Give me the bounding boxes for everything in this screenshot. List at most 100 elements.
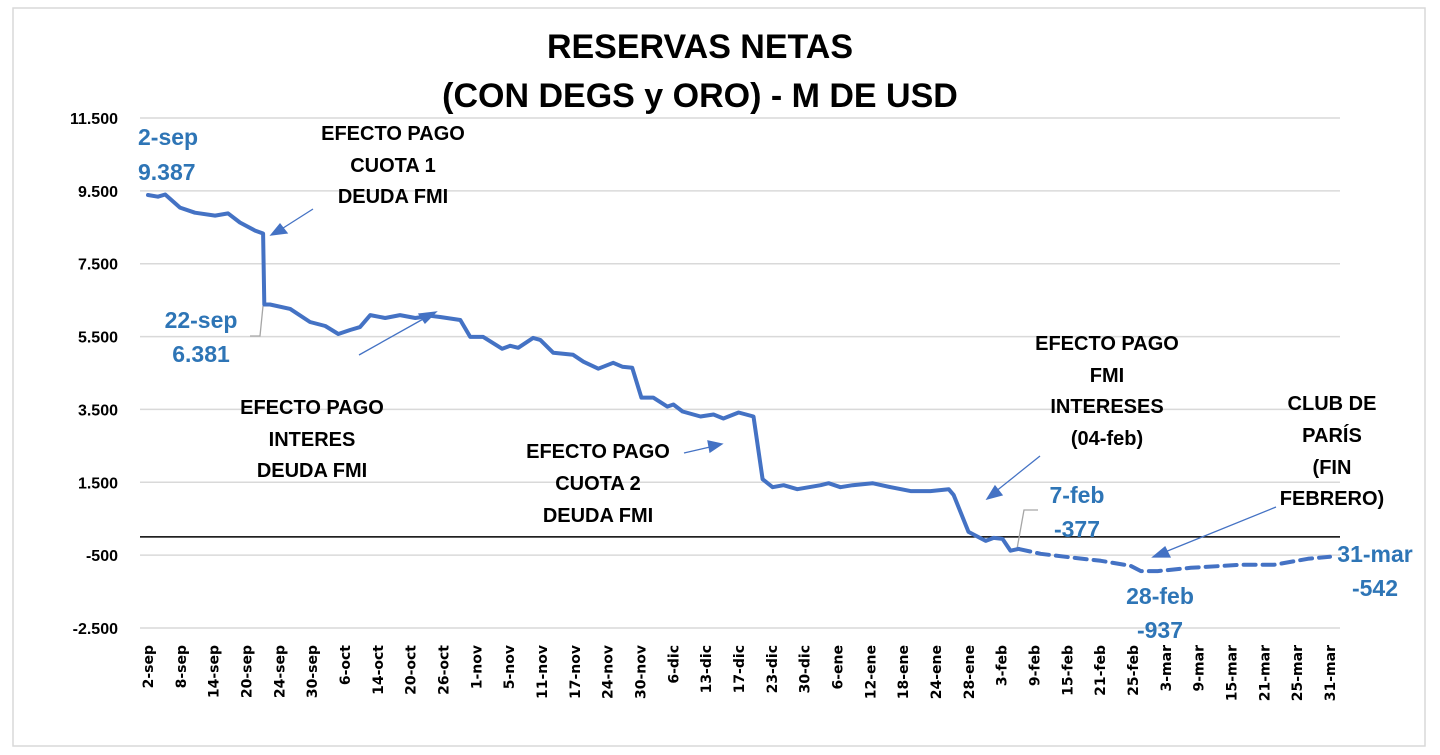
annotation-intereses-feb: EFECTO PAGO FMI INTERESES (04-feb) xyxy=(1035,333,1179,450)
x-tick-label: 31-mar xyxy=(1323,645,1339,701)
y-tick-label: 5.500 xyxy=(78,330,118,347)
annotation-line: EFECTO PAGO xyxy=(240,397,384,419)
annotation-line: FMI xyxy=(1090,365,1124,387)
data-label-value: 6.381 xyxy=(172,341,230,367)
data-label-date: 7-feb xyxy=(1050,482,1105,508)
y-axis: 11.500 9.500 7.500 5.500 3.500 1.500 -500 -2.50… xyxy=(70,111,118,638)
x-tick-label: 23-dic xyxy=(765,645,781,693)
label-leader-lines xyxy=(250,305,1038,550)
arrow-cuota1 xyxy=(279,208,314,231)
x-tick-label: 8-sep xyxy=(174,645,190,688)
x-tick-label: 17-nov xyxy=(568,645,584,699)
arrow-head-icon xyxy=(1151,545,1172,558)
x-tick-label: 9-mar xyxy=(1192,645,1208,692)
x-tick-label: 9-feb xyxy=(1028,645,1044,686)
data-label-date: 22-sep xyxy=(165,307,238,333)
annotation-line: CLUB DE xyxy=(1288,393,1377,415)
gridlines xyxy=(140,117,1340,629)
y-tick-label: 9.500 xyxy=(78,184,118,201)
annotation-line: CUOTA 2 xyxy=(555,473,641,495)
x-tick-label: 5-nov xyxy=(502,645,518,689)
series-group xyxy=(146,192,1332,574)
y-tick-label: 1.500 xyxy=(78,475,118,492)
annotation-line: EFECTO PAGO xyxy=(1035,333,1179,355)
x-tick-label: 17-dic xyxy=(732,645,748,693)
annotation-line: DEUDA FMI xyxy=(257,460,367,482)
x-tick-label: 25-mar xyxy=(1290,645,1306,701)
chart-frame xyxy=(12,7,1426,747)
x-tick-label: 6-oct xyxy=(338,645,354,685)
x-tick-label: 11-nov xyxy=(535,645,551,699)
chart-title: RESERVAS NETAS xyxy=(547,28,853,66)
annotation-line: CUOTA 1 xyxy=(350,155,436,177)
annotation-club-paris: CLUB DE PARÍS (FIN FEBRERO) xyxy=(1280,393,1384,510)
x-tick-label: 14-sep xyxy=(207,645,223,698)
annotation-line: EFECTO PAGO xyxy=(526,441,670,463)
x-tick-label: 15-feb xyxy=(1060,645,1076,696)
x-tick-label: 6-ene xyxy=(831,645,847,690)
x-tick-label: 3-mar xyxy=(1159,645,1175,692)
x-tick-label: 24-sep xyxy=(272,645,288,698)
arrow-head-icon xyxy=(985,484,1004,501)
x-tick-label: 18-ene xyxy=(896,645,912,699)
data-label-date: 31-mar xyxy=(1337,541,1412,567)
x-tick-label: 26-oct xyxy=(437,645,453,695)
x-tick-label: 2-sep xyxy=(141,645,157,688)
x-tick-label: 14-oct xyxy=(371,645,387,695)
annotation-cuota1: EFECTO PAGO CUOTA 1 DEUDA FMI xyxy=(321,123,465,208)
x-tick-label: 24-ene xyxy=(929,645,945,699)
y-tick-label: 7.500 xyxy=(78,257,118,274)
x-tick-label: 21-mar xyxy=(1257,645,1273,701)
series-line-projected xyxy=(1016,546,1332,574)
x-tick-label: 20-oct xyxy=(404,645,420,695)
y-tick-label: -2.500 xyxy=(73,621,118,638)
annotation-line: INTERESES xyxy=(1050,396,1163,418)
x-tick-label: 30-sep xyxy=(305,645,321,698)
annotation-cuota2: EFECTO PAGO CUOTA 2 DEUDA FMI xyxy=(526,441,670,527)
data-label-value: -542 xyxy=(1352,575,1398,601)
annotation-arrows xyxy=(269,208,1277,558)
y-tick-label: 3.500 xyxy=(78,402,118,419)
arrow-club-paris xyxy=(1164,506,1277,553)
annotation-line: PARÍS xyxy=(1302,424,1362,447)
x-tick-label: 30-dic xyxy=(798,645,814,693)
annotation-line: (04-feb) xyxy=(1071,428,1143,450)
data-label-date: 28-feb xyxy=(1126,583,1194,609)
x-tick-label: 24-nov xyxy=(601,645,617,699)
arrow-head-icon xyxy=(707,440,724,454)
x-tick-label: 30-nov xyxy=(634,645,650,699)
leader-7-feb xyxy=(1016,509,1038,550)
data-label-value: 9.387 xyxy=(138,159,196,185)
x-tick-label: 3-feb xyxy=(995,645,1011,686)
annotation-interes: EFECTO PAGO INTERES DEUDA FMI xyxy=(240,397,384,482)
annotation-line: DEUDA FMI xyxy=(338,186,448,208)
y-tick-label: -500 xyxy=(86,548,118,565)
x-tick-label: 28-ene xyxy=(962,645,978,699)
arrow-interes xyxy=(358,317,426,356)
x-tick-label: 20-sep xyxy=(240,645,256,698)
leader-22-sep xyxy=(250,305,264,337)
x-tick-label: 12-ene xyxy=(863,645,879,699)
annotation-line: (FIN xyxy=(1313,457,1352,479)
annotation-line: DEUDA FMI xyxy=(543,505,653,527)
x-tick-label: 15-mar xyxy=(1225,645,1241,701)
arrow-intereses-feb xyxy=(994,455,1041,493)
x-tick-label: 1-nov xyxy=(469,645,485,689)
x-tick-label: 6-dic xyxy=(666,645,682,684)
x-tick-label: 25-feb xyxy=(1126,645,1142,696)
y-tick-label: 11.500 xyxy=(70,111,118,128)
arrow-head-icon xyxy=(269,222,289,236)
annotation-line: FEBRERO) xyxy=(1280,488,1384,510)
data-label-value: -377 xyxy=(1054,516,1100,542)
x-tick-label: 21-feb xyxy=(1093,645,1109,696)
data-label-value: -937 xyxy=(1137,617,1183,643)
x-axis: 2-sep 8-sep 14-sep 20-sep 24-sep 30-sep 6-oct 1… xyxy=(141,645,1339,702)
annotation-line: EFECTO PAGO xyxy=(321,123,465,145)
data-labels: 2-sep 9.387 22-sep 6.381 7-feb -377 28-f… xyxy=(138,124,1413,643)
arrow-cuota2 xyxy=(683,446,711,454)
annotation-line: INTERES xyxy=(269,429,356,451)
chart-subtitle: (CON DEGS y ORO) - M DE USD xyxy=(442,77,958,115)
x-tick-label: 13-dic xyxy=(699,645,715,693)
data-label-date: 2-sep xyxy=(138,124,198,150)
